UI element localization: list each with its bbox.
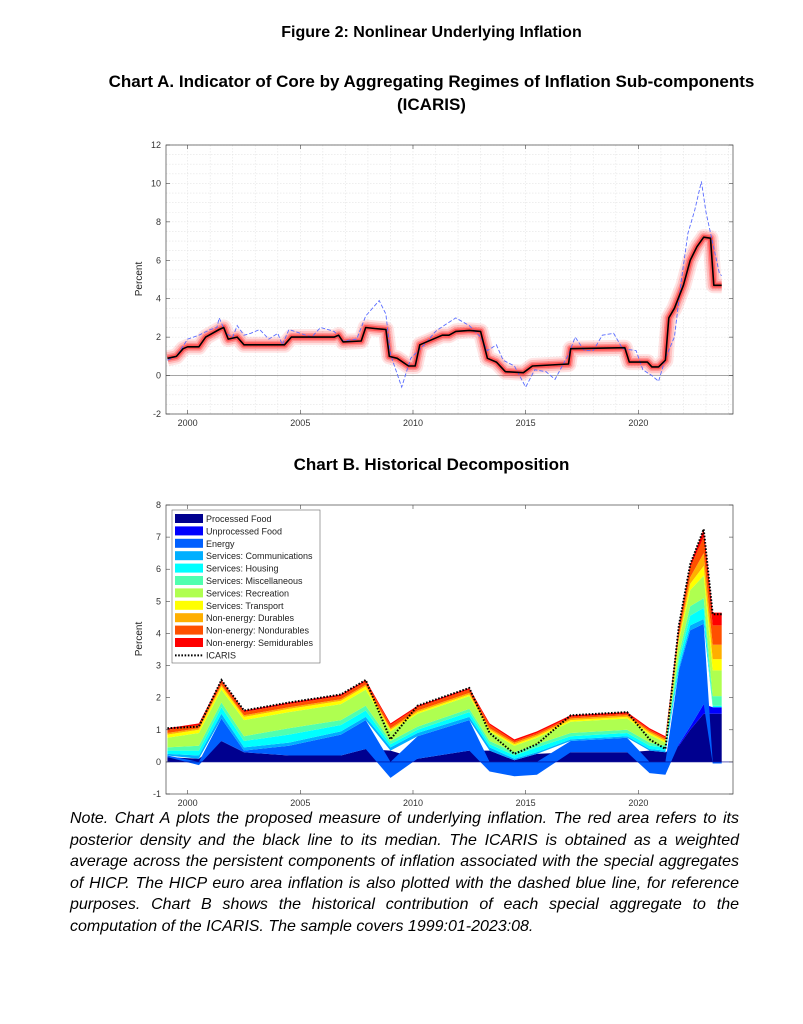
legend-label: Non-energy: Durables bbox=[206, 613, 295, 623]
y-tick-label: 3 bbox=[156, 661, 161, 671]
legend-swatch bbox=[175, 588, 203, 598]
chart-a-ylabel: Percent bbox=[134, 262, 145, 297]
legend-label: Processed Food bbox=[206, 514, 272, 524]
area-services-housing bbox=[167, 607, 722, 759]
y-tick-label: -2 bbox=[153, 409, 161, 419]
legend-swatch bbox=[175, 613, 203, 623]
x-tick-label: 2020 bbox=[628, 798, 648, 808]
chart-b: 2000 2005 2010 2015 2020 -1 0 1 2 3 4 5 6 7 8 Processe… bbox=[134, 500, 734, 808]
legend-swatch bbox=[175, 600, 203, 610]
y-tick-label: 7 bbox=[156, 532, 161, 542]
chart-a-lines bbox=[167, 181, 723, 389]
x-tick-label: 2005 bbox=[290, 798, 310, 808]
chart-b-title: Chart B. Historical Decomposition bbox=[293, 455, 570, 474]
legend-swatch bbox=[175, 625, 203, 635]
figure-title: Figure 2: Nonlinear Underlying Inflation bbox=[281, 24, 582, 41]
chart-a-title: Chart A. Indicator of Core by Aggregatin… bbox=[30, 70, 803, 116]
x-tick-label: 2010 bbox=[403, 798, 423, 808]
chart-b-axes: 2000 2005 2010 2015 2020 -1 0 1 2 3 4 5 6 7 8 bbox=[153, 500, 734, 808]
y-tick-label: 8 bbox=[156, 217, 161, 227]
y-tick-label: 2 bbox=[156, 693, 161, 703]
legend-swatch bbox=[175, 538, 203, 548]
x-tick-label: 2005 bbox=[290, 418, 310, 428]
legend-label: Non-energy: Nondurables bbox=[206, 626, 310, 636]
legend-swatch bbox=[175, 638, 203, 647]
chart-a-axes: 2000 2005 2010 2015 2020 -2 0 2 4 6 8 10 12 bbox=[151, 140, 734, 428]
legend-swatch bbox=[175, 551, 203, 561]
chart-a-grid bbox=[166, 144, 733, 415]
x-tick-label: 2000 bbox=[178, 798, 198, 808]
icaris-median-line bbox=[167, 236, 722, 374]
figure-note: Note. Chart A plots the proposed measure… bbox=[70, 810, 739, 935]
y-tick-label: 2 bbox=[156, 332, 161, 342]
chart-b-ylabel: Percent bbox=[134, 622, 145, 657]
plot-frame bbox=[165, 504, 734, 795]
legend-swatch bbox=[175, 563, 203, 573]
legend-label: Services: Recreation bbox=[206, 588, 289, 598]
legend-label: Services: Communications bbox=[206, 551, 313, 561]
legend-label: Non-energy: Semidurables bbox=[206, 638, 314, 648]
legend-label: Energy bbox=[206, 539, 235, 549]
area-services-communications bbox=[167, 619, 722, 761]
legend-swatch bbox=[175, 576, 203, 585]
x-tick-label: 2015 bbox=[516, 418, 536, 428]
area-services-recreation bbox=[167, 575, 722, 753]
area-energy bbox=[167, 623, 722, 778]
legend-swatch bbox=[175, 526, 203, 536]
y-tick-label: 6 bbox=[156, 564, 161, 574]
chart-a-title-line1: Chart A. Indicator of Core by Aggregatin… bbox=[108, 72, 755, 91]
hicp-line bbox=[167, 181, 723, 389]
chart-a-title-line2: (ICARIS) bbox=[397, 95, 466, 114]
chart-b-areas bbox=[167, 529, 722, 778]
chart-a: 2000 2005 2010 2015 2020 -2 0 2 4 6 8 10 12 Percent bbox=[134, 140, 734, 428]
x-tick-label: 2000 bbox=[178, 418, 198, 428]
legend-label: Unprocessed Food bbox=[206, 526, 282, 536]
y-tick-label: 4 bbox=[156, 628, 161, 638]
icaris-dotted-line bbox=[167, 528, 722, 756]
y-tick-label: 1 bbox=[156, 725, 161, 735]
legend-label-icaris: ICARIS bbox=[206, 650, 236, 660]
legend-label: Services: Transport bbox=[206, 601, 284, 611]
legend-label: Services: Miscellaneous bbox=[206, 576, 303, 586]
y-tick-label: 6 bbox=[156, 255, 161, 265]
y-tick-label: 4 bbox=[156, 294, 161, 304]
y-tick-label: -1 bbox=[153, 789, 161, 799]
y-tick-label: 0 bbox=[156, 371, 161, 381]
y-tick-label: 10 bbox=[151, 178, 161, 188]
y-tick-label: 12 bbox=[151, 140, 161, 150]
x-tick-label: 2020 bbox=[628, 418, 648, 428]
legend-label: Services: Housing bbox=[206, 564, 279, 574]
chart-b-lines bbox=[166, 528, 733, 763]
chart-b-legend: Processed Food Unprocessed Food Energy Serv… bbox=[171, 509, 321, 664]
plot-frame bbox=[165, 144, 734, 415]
legend-swatch bbox=[175, 514, 203, 523]
x-tick-label: 2010 bbox=[403, 418, 423, 428]
y-tick-label: 0 bbox=[156, 757, 161, 767]
legend-box bbox=[171, 509, 321, 664]
y-tick-label: 5 bbox=[156, 596, 161, 606]
y-tick-label: 8 bbox=[156, 500, 161, 510]
x-tick-label: 2015 bbox=[516, 798, 536, 808]
